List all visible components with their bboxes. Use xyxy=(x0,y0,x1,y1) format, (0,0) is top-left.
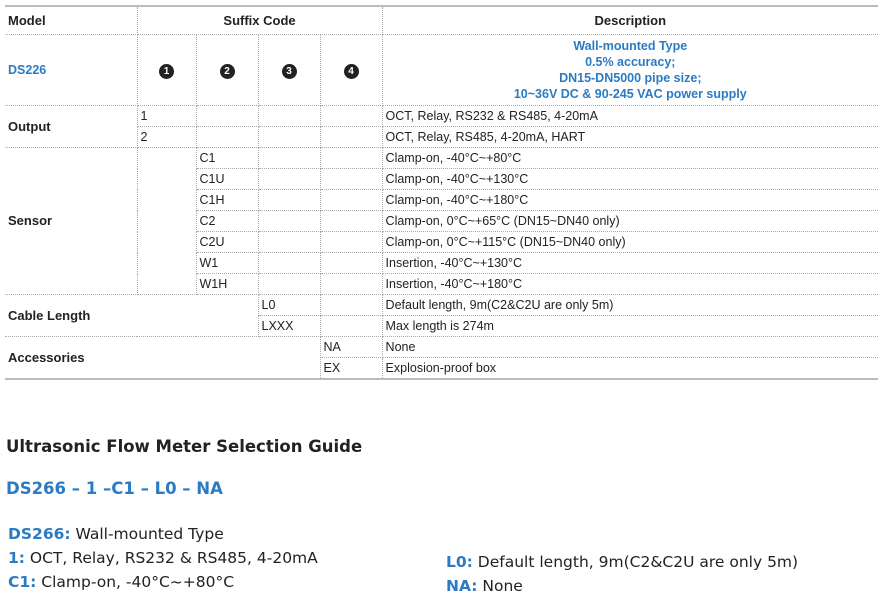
example-code: DS266 – 1 –C1 – L0 – NA xyxy=(6,479,223,498)
table-row: W1 Insertion, -40°C~+130°C xyxy=(5,252,878,274)
desc-line: Wall-mounted Type xyxy=(573,39,688,53)
code-cell: C1H xyxy=(196,189,259,211)
desc-line: 10~36V DC & 90-245 VAC power supply xyxy=(513,87,747,101)
desc-cell: OCT, Relay, RS485, 4-20mA, HART xyxy=(381,126,878,148)
cable-length-label: Cable Length xyxy=(5,294,259,337)
code-cell: LXXX xyxy=(258,315,321,337)
table-row: C1U Clamp-on, -40°C~+130°C xyxy=(5,168,878,190)
guide-item: NA: None xyxy=(446,577,523,595)
desc-cell: Insertion, -40°C~+130°C xyxy=(381,252,878,274)
code-cell: C1U xyxy=(196,168,259,190)
desc-cell: OCT, Relay, RS232 & RS485, 4-20mA xyxy=(381,105,878,127)
position-3-icon: 3 xyxy=(281,64,297,79)
table-row: Sensor C1 Clamp-on, -40°C~+80°C xyxy=(5,147,878,295)
desc-line: 0.5% accuracy; xyxy=(585,55,676,69)
table-row: Cable Length L0 Default length, 9m(C2&C2… xyxy=(5,294,878,337)
guide-item: C1: Clamp-on, -40°C~+80°C xyxy=(8,573,234,591)
position-2-icon: 2 xyxy=(219,64,235,79)
position-1-icon: 1 xyxy=(159,64,174,79)
code-cell: L0 xyxy=(257,294,321,316)
description-header: Description xyxy=(381,5,878,35)
desc-cell: Max length is 274m xyxy=(381,315,878,337)
guide-key: L0: xyxy=(446,553,473,571)
model-description: Wall-mounted Type 0.5% accuracy; DN15-DN… xyxy=(381,34,878,106)
guide-item: DS266: Wall-mounted Type xyxy=(8,525,224,543)
model-name: DS226 xyxy=(5,34,138,106)
table-row: C1H Clamp-on, -40°C~+180°C xyxy=(5,189,878,211)
suffix-header: Suffix Code xyxy=(136,5,383,35)
desc-cell: Clamp-on, -40°C~+180°C xyxy=(381,189,878,211)
desc-cell: Explosion-proof box xyxy=(381,357,878,380)
desc-cell: Clamp-on, -40°C~+80°C xyxy=(381,147,878,169)
desc-cell: Clamp-on, 0°C~+65°C (DN15~DN40 only) xyxy=(381,210,878,232)
desc-cell: Clamp-on, -40°C~+130°C xyxy=(381,168,878,190)
guide-key: NA: xyxy=(446,577,478,595)
guide-item: 1: OCT, Relay, RS232 & RS485, 4-20mA xyxy=(8,549,318,567)
desc-line: DN15-DN5000 pipe size; xyxy=(559,71,702,85)
output-label: Output xyxy=(5,105,138,148)
guide-value: None xyxy=(477,577,523,595)
accessories-label: Accessories xyxy=(5,336,321,380)
desc-cell: Default length, 9m(C2&C2U are only 5m) xyxy=(381,294,878,316)
guide-key: 1: xyxy=(8,549,25,567)
table-row: Output 1 OCT, Relay, RS232 & RS485, 4-20… xyxy=(5,105,878,148)
table-row: Accessories NA None xyxy=(5,336,878,380)
model-row: DS226 1 2 3 4 Wall-mounted Type 0.5% acc… xyxy=(5,34,878,106)
guide-title: Ultrasonic Flow Meter Selection Guide xyxy=(6,437,363,456)
code-cell: 1 xyxy=(136,105,197,127)
code-cell: C1 xyxy=(195,147,259,169)
guide-value: Clamp-on, -40°C~+80°C xyxy=(36,573,235,591)
guide-value: OCT, Relay, RS232 & RS485, 4-20mA xyxy=(24,549,318,567)
position-4-icon: 4 xyxy=(343,64,359,79)
desc-cell: Clamp-on, 0°C~+115°C (DN15~DN40 only) xyxy=(381,231,878,253)
table-row: EX Explosion-proof box xyxy=(5,357,878,380)
selection-table: Model Suffix Code Description DS226 1 2 … xyxy=(5,5,878,380)
model-header: Model xyxy=(5,5,138,35)
table-row: C2 Clamp-on, 0°C~+65°C (DN15~DN40 only) xyxy=(5,210,878,232)
guide-key: DS266: xyxy=(8,525,71,543)
guide-key: C1: xyxy=(8,573,37,591)
code-cell: C2 xyxy=(196,210,259,232)
code-cell: W1H xyxy=(196,273,259,295)
code-cell: W1 xyxy=(196,252,259,274)
desc-cell: None xyxy=(381,336,878,358)
code-cell: 2 xyxy=(137,126,197,148)
guide-value: Default length, 9m(C2&C2U are only 5m) xyxy=(472,553,799,571)
guide-value: Wall-mounted Type xyxy=(70,525,224,543)
sensor-label: Sensor xyxy=(5,147,138,295)
desc-cell: Insertion, -40°C~+180°C xyxy=(381,273,878,295)
code-cell: C2U xyxy=(196,231,259,253)
guide-item: L0: Default length, 9m(C2&C2U are only 5… xyxy=(446,553,798,571)
header-row: Model Suffix Code Description xyxy=(5,5,878,35)
code-cell: NA xyxy=(319,336,383,358)
code-cell: EX xyxy=(320,357,383,380)
